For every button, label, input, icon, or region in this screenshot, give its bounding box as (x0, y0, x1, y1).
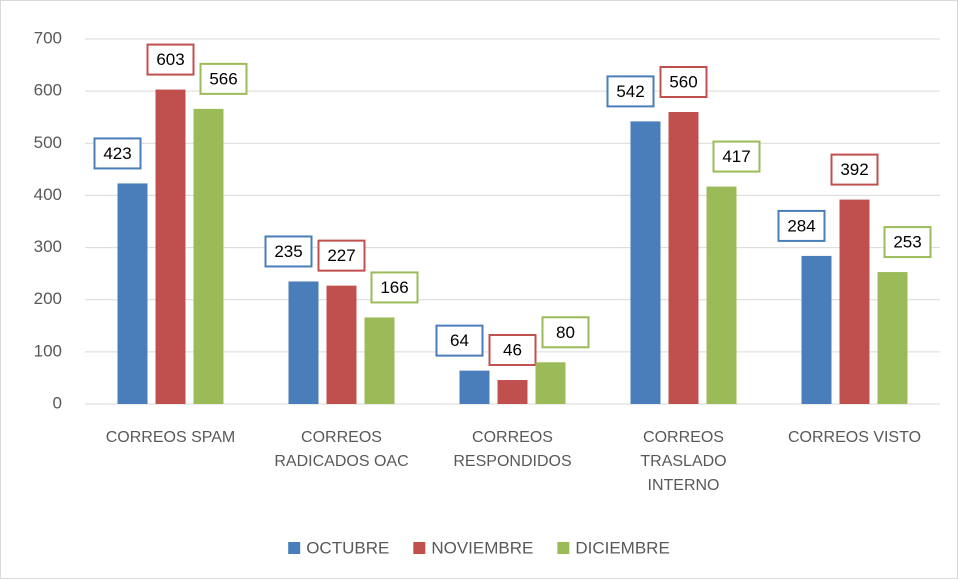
data-label-box (93, 137, 142, 170)
x-tick-label: CORREOS VISTO (787, 429, 922, 446)
data-label-box (264, 235, 313, 268)
bar (801, 255, 832, 404)
bar (288, 281, 319, 404)
y-tick-label: 200 (34, 289, 62, 308)
legend-label: NOVIEMBRE (431, 538, 533, 557)
bar (117, 183, 148, 404)
bar (668, 112, 699, 404)
bar (535, 362, 566, 404)
data-label: 253 (893, 233, 921, 252)
data-label: 423 (103, 144, 131, 163)
data-label-box (777, 209, 826, 242)
data-label: 227 (327, 246, 355, 265)
data-label-box (488, 334, 537, 367)
data-label-box (659, 66, 708, 98)
y-tick-label: 400 (34, 185, 62, 204)
data-label-box (541, 316, 590, 349)
data-label-box (435, 324, 484, 357)
data-label: 284 (787, 216, 815, 235)
y-tick-label: 300 (34, 237, 62, 256)
data-label: 603 (156, 50, 184, 69)
data-label: 64 (450, 331, 469, 350)
data-label-box (883, 226, 932, 259)
bar (193, 108, 224, 404)
x-tick-label: CORREOS SPAM (105, 429, 236, 446)
data-label: 566 (209, 69, 237, 88)
legend-label: OCTUBRE (306, 538, 389, 557)
bar (326, 285, 357, 404)
bar (706, 186, 737, 404)
y-tick-label: 600 (34, 81, 62, 100)
data-label-box (317, 239, 366, 272)
data-label: 560 (669, 72, 697, 91)
data-label: 46 (503, 340, 522, 359)
bar (364, 317, 395, 404)
y-tick-label: 500 (34, 133, 62, 152)
bar (155, 89, 186, 404)
legend-swatch (413, 542, 426, 554)
data-label: 542 (616, 82, 644, 101)
data-label-box (830, 153, 879, 186)
x-tick-label: CORREOS TRASLADO INTERNO (640, 429, 727, 494)
legend-swatch (288, 542, 301, 554)
data-label-box (370, 271, 419, 304)
x-tick-label: CORREOS RADICADOS OAC (274, 429, 409, 470)
bar (497, 380, 528, 404)
data-label: 392 (840, 160, 868, 179)
data-label-box (712, 140, 761, 173)
y-tick-label: 700 (34, 28, 62, 47)
y-tick-label: 0 (53, 393, 62, 412)
bar (459, 370, 490, 404)
legend-label: DICIEMBRE (575, 538, 669, 557)
y-tick-label: 100 (34, 341, 62, 360)
bar (630, 121, 661, 404)
x-tick-label: CORREOS RESPONDIDOS (453, 429, 572, 470)
data-label-box (199, 62, 248, 95)
legend-swatch (557, 542, 570, 554)
bar (877, 272, 908, 404)
bar (839, 199, 870, 404)
data-label: 235 (274, 242, 302, 261)
data-label: 80 (556, 323, 575, 342)
data-label: 417 (722, 147, 750, 166)
data-label-box (606, 75, 655, 108)
data-label: 166 (380, 278, 408, 297)
data-label-box (146, 43, 195, 76)
